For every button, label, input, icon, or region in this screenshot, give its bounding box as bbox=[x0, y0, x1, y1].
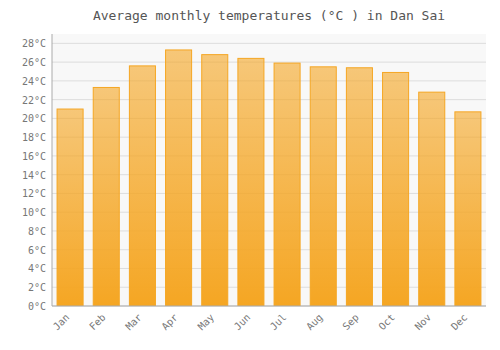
bar bbox=[419, 92, 445, 306]
x-tick-label: Dec bbox=[449, 312, 470, 333]
y-tick-label: 12°C bbox=[22, 188, 46, 199]
bar bbox=[238, 58, 264, 306]
y-tick-label: 16°C bbox=[22, 151, 46, 162]
bar bbox=[310, 67, 336, 306]
bar bbox=[129, 66, 155, 306]
x-tick-label: Jul bbox=[268, 312, 289, 333]
bar bbox=[455, 112, 481, 306]
y-tick-label: 24°C bbox=[22, 76, 46, 87]
y-tick-label: 20°C bbox=[22, 113, 46, 124]
bars bbox=[57, 50, 481, 306]
y-tick-label: 8°C bbox=[28, 226, 46, 237]
bar bbox=[383, 72, 409, 306]
x-tick-label: Apr bbox=[159, 312, 180, 333]
plot-background bbox=[52, 34, 486, 306]
grid-line bbox=[52, 62, 486, 63]
y-tick-label: 26°C bbox=[22, 57, 46, 68]
grid bbox=[52, 43, 486, 306]
y-tick-label: 14°C bbox=[22, 170, 46, 181]
y-tick-label: 28°C bbox=[22, 38, 46, 49]
grid-line bbox=[52, 80, 486, 81]
y-axis bbox=[52, 34, 53, 306]
bar bbox=[202, 55, 228, 306]
y-tick-label: 10°C bbox=[22, 207, 46, 218]
bar bbox=[57, 109, 83, 306]
y-tick-label: 0°C bbox=[28, 301, 46, 312]
x-tick-label: Sep bbox=[340, 312, 361, 333]
bar bbox=[93, 87, 119, 306]
x-tick-label: Jan bbox=[51, 312, 72, 333]
bar bbox=[166, 50, 192, 306]
title: Average monthly temperatures (°C ) in Da… bbox=[93, 8, 445, 23]
x-tick-label: May bbox=[196, 312, 217, 333]
bar bbox=[274, 63, 300, 306]
x-tick-label: Jun bbox=[232, 312, 253, 333]
grid-line bbox=[52, 43, 486, 44]
grid-line bbox=[52, 306, 486, 307]
chart: 0°C 2°C 4°C 6°C 8°C 10°C 12°C 14°C 16°C 18°C 20°C 2… bbox=[0, 0, 500, 350]
y-tick-label: 18°C bbox=[22, 132, 46, 143]
x-tick-label: Oct bbox=[376, 312, 397, 333]
bar bbox=[346, 68, 372, 306]
x-tick-label: Aug bbox=[304, 312, 325, 333]
y-tick-label: 22°C bbox=[22, 95, 46, 106]
x-axis bbox=[52, 306, 486, 307]
y-tick-label: 2°C bbox=[28, 282, 46, 293]
y-tick-label: 4°C bbox=[28, 263, 46, 274]
y-tick-label: 6°C bbox=[28, 245, 46, 256]
x-tick-label: Feb bbox=[87, 312, 108, 333]
x-tick-label: Mar bbox=[123, 312, 144, 333]
x-tick-label: Nov bbox=[413, 312, 434, 333]
